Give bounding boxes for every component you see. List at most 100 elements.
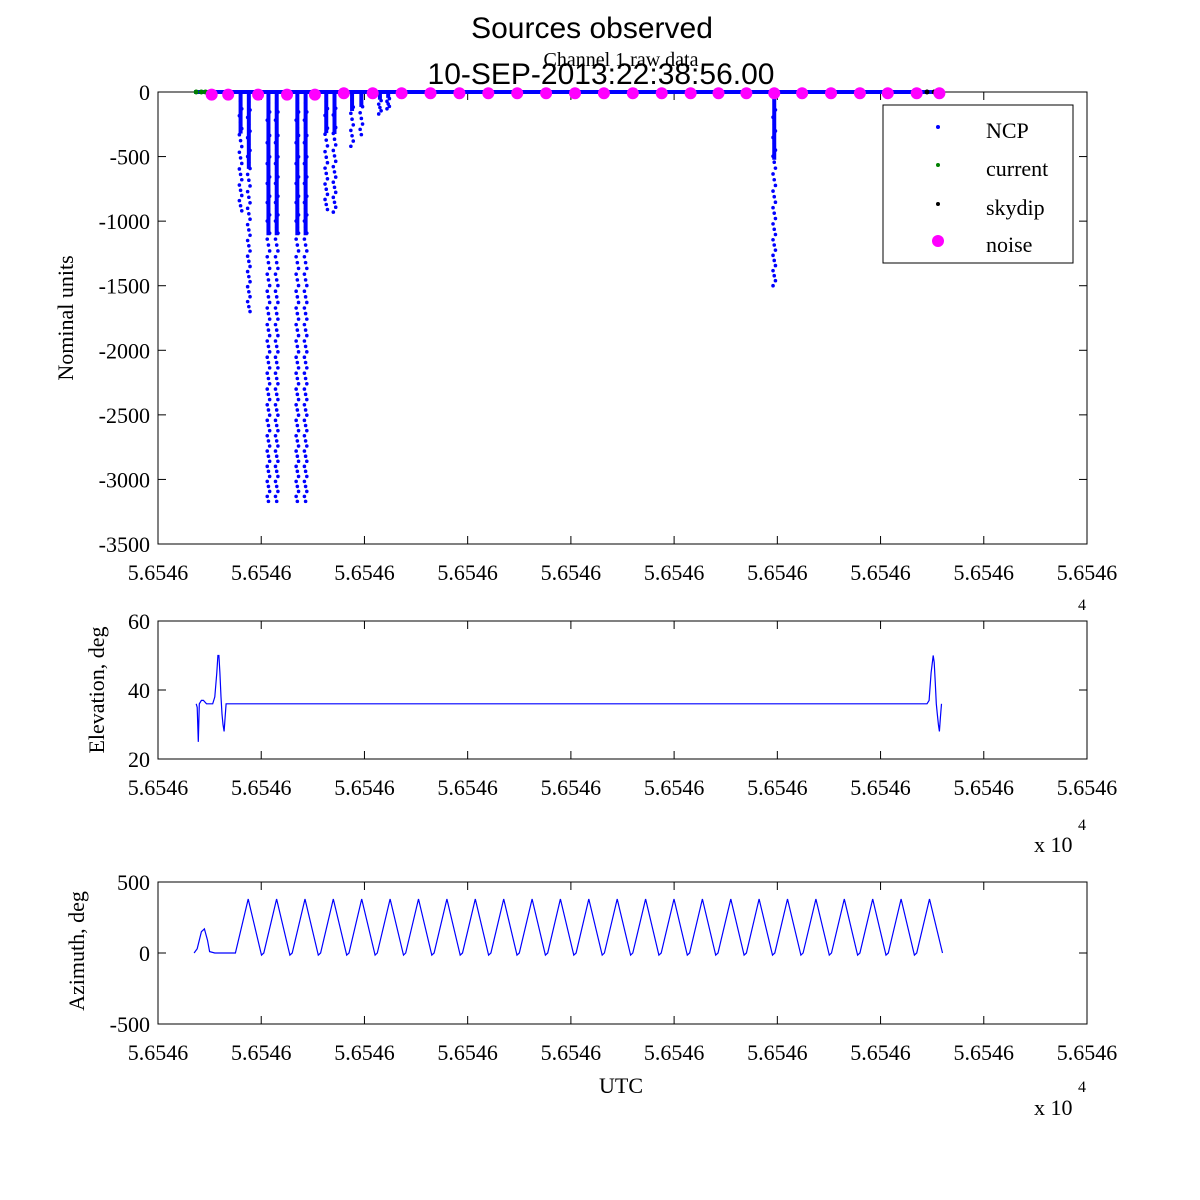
elevation-ylabel: Elevation, deg — [84, 626, 109, 753]
axes-subtitle: Channel 1 raw data — [544, 49, 699, 71]
ncp-point — [296, 283, 301, 288]
ncp-point — [265, 464, 270, 469]
ncp-point — [325, 160, 330, 165]
raw-data-xtick-label: 5.6546 — [334, 560, 395, 585]
legend-marker-ncp — [936, 125, 940, 129]
ncp-point — [273, 387, 278, 391]
ncp-point — [245, 172, 250, 177]
ncp-point — [771, 283, 775, 288]
ncp-point — [295, 423, 300, 428]
ncp-point — [265, 433, 270, 438]
raw-data-x-exponent: 4 — [1078, 597, 1086, 614]
ncp-point — [294, 272, 298, 276]
ncp-point — [771, 205, 775, 210]
ncp-dip-8 — [349, 90, 356, 149]
ncp-point — [303, 260, 308, 265]
ncp-point — [294, 418, 298, 423]
ncp-point — [302, 237, 307, 241]
raw-data-xtick-label: 5.6546 — [644, 560, 705, 585]
ncp-point — [274, 260, 279, 265]
ncp-point — [305, 333, 309, 338]
ncp-point — [772, 273, 777, 278]
ncp-point — [349, 111, 353, 116]
noise-point — [712, 87, 725, 100]
ncp-point — [238, 172, 243, 177]
ncp-point — [245, 284, 250, 289]
ncp-point — [273, 306, 278, 310]
ncp-point — [332, 154, 337, 158]
ncp-point — [331, 180, 336, 185]
ncp-point — [333, 143, 338, 147]
ncp-point — [294, 255, 298, 259]
ncp-point — [302, 387, 307, 391]
ncp-point — [360, 122, 365, 126]
noise-point — [453, 87, 466, 100]
ncp-point — [248, 184, 252, 188]
ncp-point — [267, 317, 272, 321]
ncp-point — [303, 499, 308, 504]
ncp-point — [302, 464, 307, 469]
ncp-point — [267, 381, 272, 386]
ncp-point — [358, 127, 362, 132]
elevation-xtick-label: 5.6546 — [541, 775, 602, 800]
ncp-point — [245, 269, 250, 274]
ncp-point — [295, 439, 300, 443]
ncp-point — [325, 192, 330, 197]
ncp-point — [265, 306, 270, 310]
ncp-point — [303, 295, 308, 299]
ncp-point — [773, 232, 778, 237]
ncp-point — [265, 272, 270, 276]
azimuth-x-multiplier: x 10 — [1034, 1095, 1073, 1120]
ncp-point — [324, 138, 329, 142]
ncp-point — [273, 418, 278, 423]
ncp-point — [303, 423, 308, 428]
ncp-point — [247, 274, 251, 279]
ncp-point — [350, 117, 354, 122]
ncp-dip-2 — [265, 90, 272, 504]
ncp-point — [237, 183, 242, 187]
raw-data-ytick-label: -3500 — [99, 532, 150, 557]
ncp-point — [266, 360, 271, 365]
ncp-point — [324, 171, 329, 176]
azimuth-line — [193, 898, 944, 957]
ncp-point — [266, 499, 271, 504]
ncp-point — [358, 110, 362, 115]
raw-data-ytick-label: -1000 — [99, 209, 150, 234]
ncp-point — [266, 408, 271, 412]
raw-data-plot: 5.6546 5.6546 5.6546 5.6546 5.6546 5.6546 5.65… — [99, 80, 1118, 585]
ncp-point — [295, 408, 300, 412]
ncp-point — [296, 397, 301, 402]
ncp-point — [276, 333, 280, 338]
raw-data-xtick-label: 5.6546 — [231, 560, 292, 585]
elevation-xtick-label: 5.6546 — [644, 775, 705, 800]
legend-box — [882, 104, 1074, 264]
ncp-point — [333, 175, 338, 179]
ncp-point — [325, 207, 330, 212]
elevation-line — [195, 654, 943, 742]
noise-point — [366, 87, 379, 100]
ncp-point — [296, 381, 301, 386]
figure-timestamp: 10-SEP-2013:22:38:56.00 — [428, 58, 775, 91]
legend-label-current: current — [986, 156, 1048, 181]
ncp-point — [245, 189, 250, 194]
elevation-xtick-label: 5.6546 — [850, 775, 911, 800]
ncp-point — [265, 449, 270, 453]
ncp-point — [237, 198, 242, 203]
ncp-point — [239, 177, 244, 182]
ncp-point — [296, 459, 301, 464]
raw-data-ylabel: Nominal units — [53, 255, 78, 380]
ncp-point — [773, 278, 778, 283]
ncp-point — [274, 376, 279, 381]
ncp-point — [305, 366, 309, 370]
ncp-point — [274, 454, 279, 458]
ncp-point — [303, 454, 308, 458]
ncp-point — [303, 328, 308, 332]
ncp-point — [266, 328, 271, 332]
noise-point — [933, 87, 946, 100]
ncp-point — [296, 333, 301, 338]
ncp-point — [266, 454, 271, 458]
ncp-point — [248, 279, 252, 284]
ncp-point — [333, 159, 338, 164]
azimuth-ylabel: Azimuth, deg — [64, 891, 89, 1011]
ncp-point — [267, 366, 272, 370]
